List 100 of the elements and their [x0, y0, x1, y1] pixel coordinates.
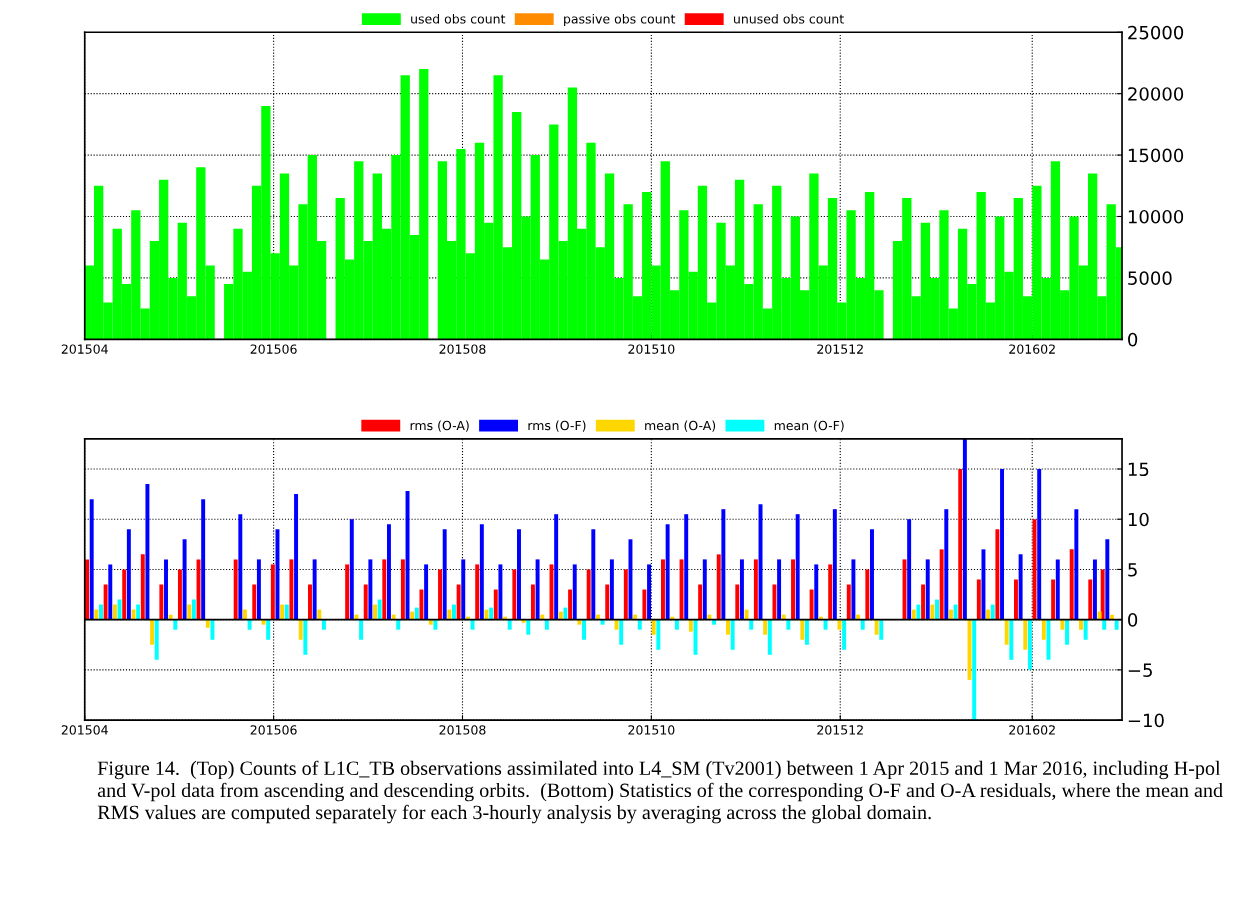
bar — [851, 559, 856, 620]
bar — [939, 549, 944, 620]
bar — [846, 584, 851, 620]
bar — [814, 564, 819, 620]
bar — [609, 559, 614, 620]
bar — [1018, 554, 1023, 620]
bar — [1027, 619, 1032, 670]
bar — [948, 609, 953, 620]
bar — [911, 609, 916, 620]
bar — [363, 584, 368, 620]
bar — [108, 564, 113, 620]
y-tick-label: 0 — [1128, 613, 1138, 627]
bar — [201, 499, 206, 620]
bar — [433, 619, 438, 630]
bar — [489, 607, 494, 620]
bar — [744, 609, 749, 620]
bar — [177, 569, 182, 620]
bar — [842, 619, 847, 650]
bar — [377, 599, 382, 620]
bar — [1004, 619, 1009, 645]
bar — [368, 559, 373, 620]
bar — [763, 619, 768, 635]
bar — [688, 619, 693, 632]
bar — [716, 554, 721, 620]
bar — [981, 549, 986, 620]
bar — [702, 559, 707, 620]
y-tick-label: 15 — [1128, 462, 1149, 477]
bar — [619, 619, 624, 645]
bar — [266, 619, 271, 640]
bar — [233, 559, 238, 620]
bar — [1102, 619, 1107, 630]
bar — [159, 584, 164, 620]
bar — [800, 619, 805, 640]
y-tick-label: 15000 — [1128, 148, 1184, 163]
bar — [512, 569, 517, 620]
bar — [456, 584, 461, 620]
x-tick-label: 201504 — [61, 344, 108, 354]
x-tick-label: 201602 — [1009, 344, 1055, 354]
bar — [112, 604, 117, 620]
x-tick-label: 201512 — [817, 344, 863, 354]
bar — [242, 609, 247, 620]
bar — [972, 619, 977, 721]
bar — [642, 589, 647, 620]
bar — [1032, 519, 1037, 620]
bar — [182, 539, 187, 620]
bar — [493, 589, 498, 620]
bar — [1105, 539, 1110, 620]
bar — [786, 619, 791, 630]
bar — [345, 564, 350, 620]
bar — [554, 514, 559, 620]
bar — [874, 619, 879, 635]
bar — [359, 619, 364, 640]
x-tick-label: 201602 — [1009, 725, 1055, 735]
bar — [739, 559, 744, 620]
x-tick-label: 201508 — [439, 725, 486, 735]
bar — [475, 564, 480, 620]
bar — [1000, 469, 1005, 620]
bar — [252, 584, 257, 620]
bar — [944, 509, 949, 620]
bar — [614, 619, 619, 630]
bar — [935, 599, 939, 620]
bar — [280, 604, 285, 620]
bar — [154, 619, 159, 660]
legend-label: mean (O-F) — [774, 420, 844, 432]
bar — [396, 619, 401, 630]
bar — [777, 559, 782, 620]
bar — [317, 609, 322, 620]
bar — [507, 619, 512, 630]
legend-label: rms (O-F) — [528, 420, 586, 432]
x-tick-label: 201508 — [439, 344, 486, 354]
bar — [647, 564, 652, 620]
bar — [312, 559, 317, 620]
x-tick-label: 201510 — [628, 344, 675, 354]
bar — [117, 599, 122, 620]
bar — [586, 569, 591, 620]
bar — [679, 559, 684, 620]
y-tick-label: 5 — [1128, 563, 1137, 577]
y-tick-label: 10000 — [1128, 209, 1184, 224]
bar — [730, 619, 735, 650]
bar — [1088, 579, 1093, 620]
bar — [498, 564, 503, 620]
bar — [1009, 619, 1014, 660]
bar — [582, 619, 586, 640]
bar — [238, 514, 243, 620]
bar — [1092, 559, 1097, 620]
bar — [1079, 619, 1083, 630]
bar — [879, 619, 884, 640]
y-tick-label: 10 — [1128, 512, 1149, 527]
bar — [247, 619, 252, 630]
bar — [572, 564, 577, 620]
bar — [210, 619, 215, 640]
legend-label: unused obs count — [734, 13, 844, 24]
bar — [1041, 619, 1046, 640]
y-tick-label: 0 — [1128, 332, 1138, 347]
bar — [530, 584, 535, 620]
bar — [795, 514, 800, 620]
bar — [563, 607, 568, 620]
bar — [298, 619, 303, 640]
bar — [94, 609, 99, 620]
legend-label: rms (O-A) — [410, 420, 469, 432]
